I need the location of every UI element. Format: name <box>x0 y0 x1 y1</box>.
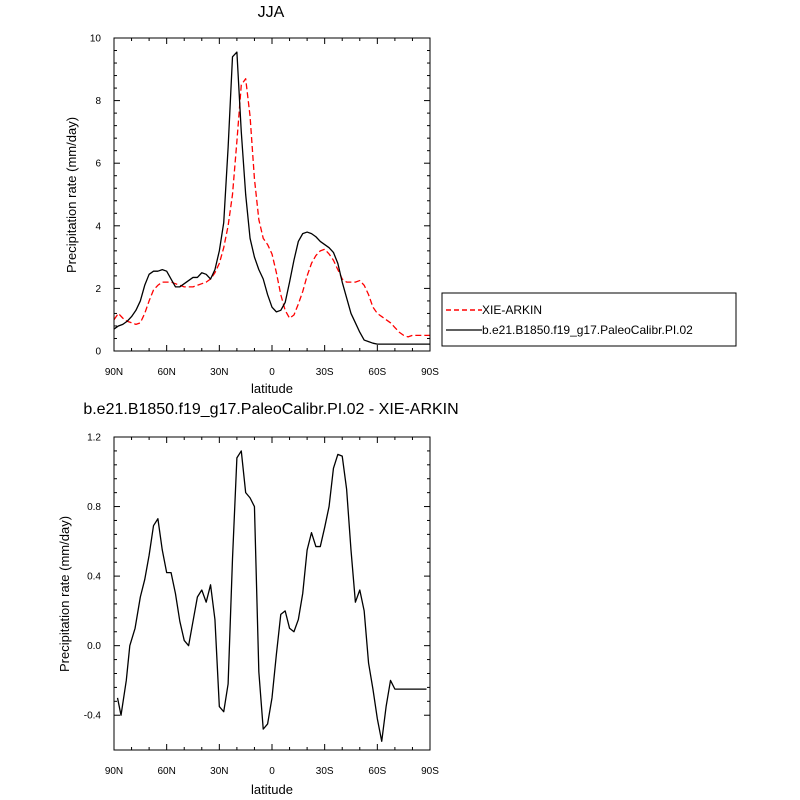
x-tick-label: 30S <box>316 367 334 378</box>
y-axis-title-top: Precipitation rate (mm/day) <box>64 117 79 273</box>
x-tick-label: 60S <box>368 367 386 378</box>
chart-title-top: JJA <box>258 4 285 21</box>
x-tick-label: 90S <box>421 766 439 777</box>
x-tick-label: 30N <box>210 766 228 777</box>
series-line-top-0 <box>113 78 430 338</box>
y-tick-label: 0 <box>95 347 101 358</box>
x-axis-top: 90N 60N 30N 0 30S 60S 90S <box>105 38 439 378</box>
y-tick-label: 4 <box>95 221 101 232</box>
x-tick-label: 30S <box>316 766 334 777</box>
series-line-bottom-0 <box>116 450 427 742</box>
x-axis-bottom: 90N 60N 30N 0 30S 60S 90S <box>105 437 439 777</box>
y-tick-label: 2 <box>95 284 101 295</box>
y-tick-label: 1.2 <box>87 433 101 444</box>
x-axis-title-bottom: latitude <box>251 782 293 797</box>
series-line-top-1 <box>113 51 430 345</box>
x-tick-label: 0 <box>269 367 275 378</box>
plot-frame-top <box>113 37 431 352</box>
legend-label-model: b.e21.B1850.f19_g17.PaleoCalibr.PI.02 <box>482 323 693 337</box>
y-axis-top: 0 2 4 6 8 10 <box>90 34 430 358</box>
x-tick-label: 0 <box>269 766 275 777</box>
y-tick-label: 0.8 <box>87 502 101 513</box>
x-tick-label: 90N <box>105 766 123 777</box>
chart-panel-top: JJA 90N 60N 30N 0 30S 60S 90S 0 2 4 6 8 10 latitude… <box>64 4 439 396</box>
y-tick-label: 10 <box>90 34 102 45</box>
legend: XIE-ARKIN b.e21.B1850.f19_g17.PaleoCalib… <box>441 292 737 347</box>
y-axis-bottom: -0.4 0.0 0.4 0.8 1.2 <box>84 433 430 722</box>
x-tick-label: 60N <box>157 766 175 777</box>
x-tick-label: 60S <box>368 766 386 777</box>
x-tick-label: 60N <box>157 367 175 378</box>
x-tick-label: 90S <box>421 367 439 378</box>
y-tick-label: 8 <box>95 96 101 107</box>
plot-area-bottom <box>116 450 427 742</box>
y-tick-label: 0.4 <box>87 572 101 583</box>
chart-panel-bottom: b.e21.B1850.f19_g17.PaleoCalibr.PI.02 - … <box>57 401 459 797</box>
x-axis-title-top: latitude <box>251 381 293 396</box>
y-tick-label: -0.4 <box>84 711 102 722</box>
chart-title-bottom: b.e21.B1850.f19_g17.PaleoCalibr.PI.02 - … <box>83 401 458 418</box>
legend-box <box>441 292 737 347</box>
y-tick-label: 0.0 <box>87 641 101 652</box>
y-tick-label: 6 <box>95 159 101 170</box>
plot-area-top <box>113 51 430 345</box>
x-tick-label: 30N <box>210 367 228 378</box>
legend-label-xie-arkin: XIE-ARKIN <box>482 303 542 317</box>
plot-frame-bottom <box>113 436 431 751</box>
x-tick-label: 90N <box>105 367 123 378</box>
y-axis-title-bottom: Precipitation rate (mm/day) <box>57 516 72 672</box>
